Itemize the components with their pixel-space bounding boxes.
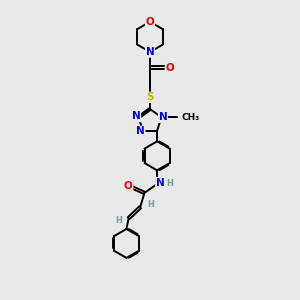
Text: N: N bbox=[159, 112, 167, 122]
Text: N: N bbox=[136, 126, 145, 136]
Text: N: N bbox=[132, 111, 140, 122]
Text: O: O bbox=[166, 63, 175, 73]
Text: H: H bbox=[147, 200, 154, 209]
Text: H: H bbox=[116, 216, 123, 225]
Text: O: O bbox=[124, 181, 133, 191]
Text: CH₃: CH₃ bbox=[182, 113, 200, 122]
Text: N: N bbox=[156, 178, 164, 188]
Text: N: N bbox=[146, 47, 154, 57]
Text: H: H bbox=[166, 178, 173, 188]
Text: O: O bbox=[146, 17, 154, 27]
Text: S: S bbox=[146, 92, 154, 102]
